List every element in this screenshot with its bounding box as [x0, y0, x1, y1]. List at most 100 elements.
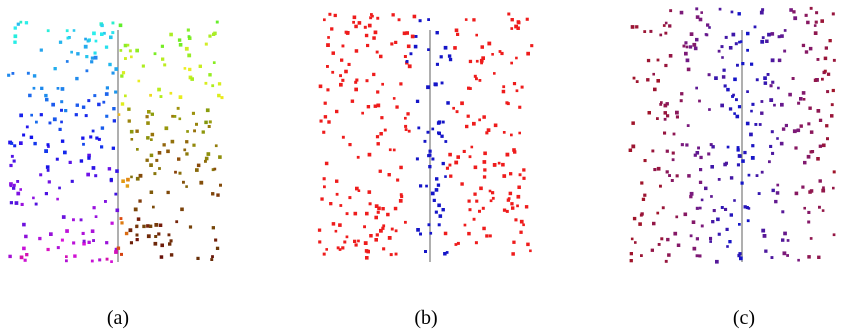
panel-c-point	[691, 220, 696, 224]
panel-a-point	[115, 169, 119, 173]
panel-b-point	[526, 242, 530, 247]
panel-a-point	[114, 192, 118, 196]
panel-a-point	[183, 148, 187, 152]
panel-a-point	[81, 231, 85, 235]
panel-b-point	[480, 45, 484, 49]
panel-b-point	[427, 18, 430, 21]
panel-a-point	[120, 74, 124, 78]
panel-a-point	[130, 175, 133, 179]
panel-b-point	[427, 48, 430, 51]
panel-c-point	[830, 114, 834, 118]
panel-c-point	[668, 54, 673, 58]
panel-c-point	[765, 39, 769, 43]
panel-b-point	[405, 60, 409, 63]
panel-c-point	[646, 78, 650, 82]
panel-a-point	[152, 205, 155, 209]
panel-a-point	[129, 241, 133, 245]
panel-a-point	[126, 43, 130, 47]
panel-a-point	[214, 238, 218, 242]
panel-a-point	[174, 170, 177, 174]
panel-a-point	[168, 242, 172, 246]
panel-a-point	[76, 52, 80, 56]
panel-c-point	[822, 186, 825, 190]
panel-c-point	[668, 174, 671, 177]
panel-c-point	[769, 98, 774, 102]
panel-c-point	[670, 179, 674, 182]
panel-b-point	[463, 223, 467, 227]
panel-a-point	[205, 108, 210, 113]
panel-b-point	[435, 177, 439, 181]
panel-a-point	[104, 200, 107, 203]
panel-c-point	[816, 109, 821, 113]
panel-c-point	[807, 255, 811, 259]
panel-b-point	[323, 185, 326, 189]
panel-c-point	[738, 223, 741, 226]
panel-c-point	[735, 98, 738, 102]
panel-b-point	[475, 77, 478, 81]
panel-b-point	[514, 24, 518, 29]
panel-a-point	[166, 190, 170, 195]
panel-c-point	[750, 62, 754, 66]
panel-b-point	[323, 115, 328, 119]
panel-b-point	[354, 24, 358, 29]
panel-a-point	[204, 156, 209, 161]
panel-b-point	[369, 234, 373, 238]
panel-b-point	[512, 148, 516, 152]
panel-a-point	[196, 163, 201, 168]
panel-a-point	[100, 126, 105, 130]
panel-c-point	[783, 49, 787, 53]
panel-c-point	[794, 146, 798, 150]
panel-a-point	[47, 145, 50, 148]
panel-c-point	[815, 11, 819, 15]
panel-b-point	[331, 51, 335, 55]
panel-a-point	[150, 112, 154, 116]
panel-a-point	[13, 144, 17, 148]
panel-b-point	[452, 106, 455, 110]
panel-a-point	[124, 94, 127, 98]
panel-a-point	[187, 35, 191, 38]
panel-b-point	[438, 214, 443, 218]
panel-a-point	[178, 117, 182, 121]
panel-a-point	[9, 182, 13, 186]
panel-b-point	[339, 74, 342, 78]
panel-c-point	[700, 198, 704, 202]
panel-b-point	[516, 194, 521, 199]
panel-c-point	[675, 215, 679, 219]
panel-c-point	[733, 112, 736, 115]
panel-b-point	[341, 78, 345, 82]
panel-c-point	[663, 117, 667, 121]
panel-b-point	[323, 18, 326, 22]
panel-b-point	[502, 131, 506, 134]
panel-b-point	[406, 112, 410, 116]
panel-a-point	[81, 136, 85, 140]
panel-a-point	[150, 132, 155, 137]
panel-c-point	[699, 168, 703, 172]
panel-b-point	[522, 223, 525, 227]
panel-a-point	[130, 138, 134, 141]
panel-a-point	[153, 241, 158, 246]
panel-c-point	[746, 219, 750, 223]
panel-b-point	[472, 217, 476, 221]
panel-c-point	[704, 33, 708, 36]
panel-b-point	[423, 139, 427, 143]
panel-c-point	[628, 148, 633, 152]
panel-c-point	[730, 10, 734, 14]
panel-c-point	[743, 150, 747, 155]
panel-a-point	[188, 225, 193, 229]
panel-b-point	[519, 230, 523, 234]
panel-a-point	[74, 113, 78, 117]
panel-a-point	[90, 229, 95, 233]
panel-c-point	[659, 33, 663, 37]
panel-c-point	[741, 62, 745, 66]
panel-b-point	[333, 13, 337, 18]
panel-b-point	[373, 104, 377, 108]
panel-c-point	[831, 88, 835, 93]
panel-a-point	[46, 143, 50, 147]
panel-a-point	[153, 52, 157, 56]
panel-b-point	[467, 231, 471, 236]
panel-b-point	[431, 157, 435, 161]
panel-b-point	[515, 89, 519, 93]
panel-b-point	[440, 134, 444, 138]
panel-b-point	[373, 30, 378, 35]
panel-c-point	[663, 111, 667, 115]
